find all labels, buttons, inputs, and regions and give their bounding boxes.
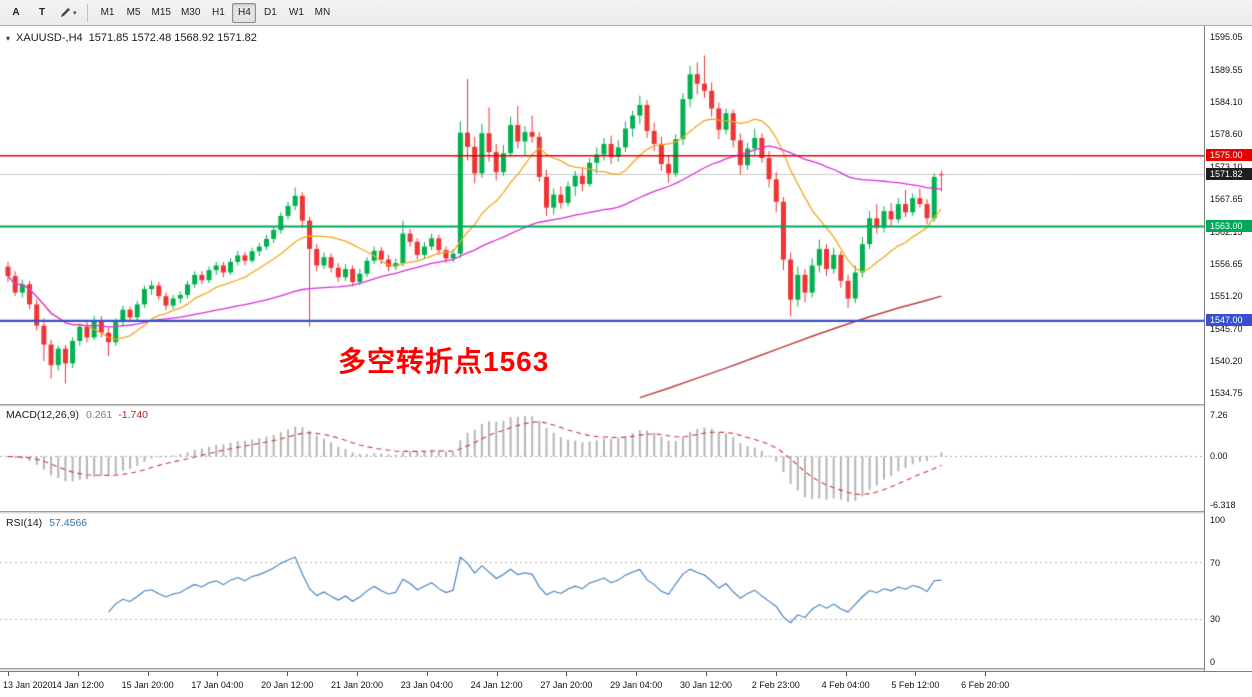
time-tick-label: 6 Feb 20:00 — [961, 680, 1010, 690]
rsi-value: 57.4566 — [49, 517, 88, 529]
chart-annotation-text: 多空转折点1563 — [338, 346, 550, 377]
price-tick-label: 1534.75 — [1210, 388, 1243, 399]
time-tick-label: 23 Jan 04:00 — [400, 680, 453, 690]
panel-separator[interactable] — [0, 404, 1252, 407]
macd-main-value: 0.261 — [85, 409, 113, 421]
time-tick-label: 24 Jan 12:00 — [470, 680, 523, 690]
price-tick-label: 1589.55 — [1210, 64, 1243, 75]
time-tick-label: 27 Jan 20:00 — [540, 680, 593, 690]
chart-title: ▾ XAUUSD-,H4 1571.85 1572.48 1568.92 157… — [6, 32, 257, 44]
price-tick-label: 1545.70 — [1210, 323, 1243, 334]
time-tick — [845, 672, 847, 676]
time-tick-label: 13 Jan 2020 — [3, 680, 53, 690]
price-tick-label: 1567.65 — [1210, 194, 1243, 205]
price-tick-label: 1551.20 — [1210, 291, 1243, 302]
symbol-marker-icon: ▾ — [6, 33, 11, 43]
price-tag: 1575.00 — [1206, 149, 1252, 162]
macd-canvas[interactable] — [0, 407, 1204, 511]
timeframe-m5-button[interactable]: M5 — [122, 3, 146, 23]
price-axis[interactable]: 1595.05 1589.55 1584.10 1578.60 1573.10 1567.… — [1204, 26, 1252, 671]
timeframe-d1-button[interactable]: D1 — [258, 3, 282, 23]
time-axis[interactable]: 13 Jan 2020 14 Jan 12:00 15 Jan 20:00 17 Ja… — [0, 671, 1252, 697]
pencil-icon — [60, 7, 71, 18]
time-tick-label: 4 Feb 04:00 — [821, 680, 870, 690]
price-tick-label: 1573.10 — [1210, 161, 1243, 172]
timeframe-m30-button[interactable]: M30 — [177, 3, 204, 23]
time-tick — [217, 672, 219, 676]
time-tick-label: 14 Jan 12:00 — [51, 680, 104, 690]
rsi-canvas[interactable] — [0, 514, 1204, 668]
timeframe-h4-button[interactable]: H4 — [232, 2, 257, 23]
macd-axis-label: -6.318 — [1210, 500, 1236, 510]
time-tick — [287, 672, 289, 676]
timeframe-buttons: M1 M5 M15 M30 H1 H4 D1 W1 MN — [96, 2, 335, 23]
time-tick — [706, 672, 707, 676]
time-tick — [636, 672, 638, 676]
time-tick-label: 15 Jan 20:00 — [121, 680, 174, 690]
time-tick — [77, 672, 79, 676]
price-tick-label: 1584.10 — [1210, 96, 1243, 107]
rsi-axis-label: 0 — [1210, 657, 1216, 667]
time-tick — [496, 672, 498, 676]
macd-label: MACD(12,26,9) 0.261 -1.740 — [6, 409, 148, 421]
price-tag: 1547.00 — [1206, 314, 1252, 327]
macd-axis-label: 0.00 — [1210, 451, 1228, 462]
price-tag: 1571.82 — [1206, 167, 1252, 180]
time-tick — [357, 672, 358, 676]
time-tick-label: 17 Jan 04:00 — [191, 680, 244, 690]
time-tick — [147, 672, 149, 676]
text-tool-button[interactable]: T — [30, 3, 54, 23]
price-chart-canvas[interactable] — [0, 26, 1204, 404]
price-tick-label: 1540.20 — [1210, 356, 1243, 367]
ohlc-readout: 1571.85 1572.48 1568.92 1571.82 — [88, 32, 257, 44]
time-tick-label: 30 Jan 12:00 — [679, 680, 733, 690]
timeframe-m1-button[interactable]: M1 — [96, 3, 120, 23]
rsi-label: RSI(14) 57.4566 — [6, 517, 87, 529]
timeframe-w1-button[interactable]: W1 — [284, 3, 308, 23]
time-tick — [566, 672, 568, 676]
timeframe-m15-button[interactable]: M15 — [148, 3, 175, 23]
toolbar-separator — [86, 3, 88, 22]
time-tick — [915, 672, 917, 676]
macd-name: MACD(12,26,9) — [6, 409, 79, 421]
cursor-tool-button[interactable]: A — [4, 3, 28, 23]
price-tick-label: 1595.05 — [1210, 32, 1243, 43]
macd-axis-label: 7.26 — [1210, 410, 1228, 420]
time-tick-label: 2 Feb 23:00 — [751, 680, 800, 690]
price-tick-label: 1578.60 — [1210, 129, 1243, 140]
macd-signal-value: -1.740 — [118, 409, 149, 421]
panel-separator[interactable] — [0, 668, 1252, 671]
rsi-axis-label: 70 — [1210, 557, 1221, 568]
time-tick — [775, 672, 777, 676]
time-tick-label: 20 Jan 12:00 — [261, 680, 314, 690]
rsi-axis-label: 100 — [1210, 515, 1226, 525]
price-tick-label: 1556.65 — [1210, 258, 1243, 269]
rsi-name: RSI(14) — [6, 517, 43, 529]
price-tag: 1563.00 — [1206, 220, 1252, 232]
chevron-down-icon: ▾ — [73, 9, 77, 17]
symbol-timeframe-label: XAUUSD-,H4 — [16, 32, 83, 44]
time-tick-label: 21 Jan 20:00 — [330, 680, 384, 690]
drawing-tools-button[interactable]: ▾ — [56, 3, 81, 23]
panel-separator[interactable] — [0, 511, 1252, 514]
time-tick-label: 29 Jan 04:00 — [610, 680, 663, 690]
time-tick — [985, 672, 987, 676]
timeframe-h1-button[interactable]: H1 — [206, 3, 230, 23]
toolbar: A T ▾ M1 M5 M15 M30 H1 H4 D1 W1 MN — [0, 0, 1252, 26]
timeframe-mn-button[interactable]: MN — [310, 3, 334, 23]
time-tick — [426, 672, 428, 676]
time-tick — [8, 672, 9, 676]
rsi-axis-label: 30 — [1210, 614, 1221, 625]
time-tick-label: 5 Feb 12:00 — [891, 680, 940, 690]
